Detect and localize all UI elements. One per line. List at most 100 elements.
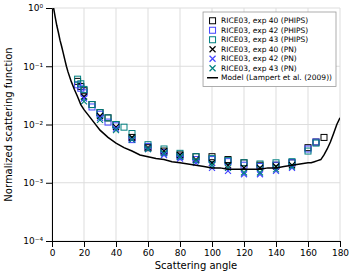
point bbox=[305, 148, 311, 154]
grid bbox=[52, 8, 340, 241]
point bbox=[257, 169, 263, 175]
point bbox=[145, 146, 151, 152]
tick-mark bbox=[340, 241, 341, 247]
tick-mark bbox=[46, 66, 52, 67]
line bbox=[54, 8, 340, 169]
point bbox=[321, 134, 327, 140]
tick: 140 bbox=[268, 241, 285, 258]
tick: 10⁻¹ bbox=[23, 62, 52, 72]
point bbox=[241, 160, 247, 166]
legend-box bbox=[203, 12, 336, 87]
legend-item: RICE03, exp 40 (PHIPS) bbox=[210, 16, 309, 25]
tick-label: 10⁻⁴ bbox=[23, 236, 43, 246]
point bbox=[105, 115, 111, 121]
legend-symbol bbox=[207, 77, 218, 79]
x-axis: 0 20 40 60 80 100 120 140 160 180 bbox=[50, 241, 350, 258]
tick-mark bbox=[46, 125, 52, 126]
point bbox=[89, 102, 95, 108]
tick-label: 20 bbox=[79, 248, 91, 258]
legend: RICE03, exp 40 (PHIPS)RICE03, exp 42 (PH… bbox=[203, 12, 336, 87]
chart: 0 20 40 60 80 100 120 140 160 180 10⁻⁴ 10⁻³ 10⁻² 10⁻¹… bbox=[0, 0, 350, 273]
legend-item: RICE03, exp 40 (PN) bbox=[210, 45, 297, 54]
tick: 10⁻⁴ bbox=[23, 236, 52, 246]
legend-label: Model (Lampert et al. (2009)) bbox=[221, 73, 332, 82]
axis-line bbox=[46, 9, 53, 242]
legend-symbol bbox=[210, 65, 216, 71]
y-axis-title: Normalized scattering function bbox=[3, 47, 14, 201]
point bbox=[105, 119, 111, 125]
point bbox=[241, 160, 247, 166]
tick-mark bbox=[276, 241, 277, 247]
point bbox=[241, 169, 247, 175]
tick-mark bbox=[46, 241, 52, 242]
tick-mark bbox=[46, 183, 52, 184]
point bbox=[105, 115, 111, 121]
point bbox=[209, 157, 215, 163]
x-axis-title: Scattering angle bbox=[155, 260, 237, 271]
tick-label: 10⁻³ bbox=[23, 178, 43, 188]
series bbox=[75, 82, 319, 170]
tick-mark bbox=[46, 8, 52, 9]
tick: 160 bbox=[300, 241, 317, 258]
tick-label: 80 bbox=[175, 248, 187, 258]
tick-mark bbox=[308, 241, 309, 247]
tick: 10⁻² bbox=[23, 120, 52, 130]
legend-item: Model (Lampert et al. (2009)) bbox=[207, 73, 332, 82]
legend-symbol bbox=[210, 46, 216, 52]
point bbox=[81, 98, 87, 104]
legend-label: RICE03, exp 40 (PN) bbox=[221, 45, 297, 54]
tick-mark bbox=[116, 241, 117, 247]
legend-label: RICE03, exp 42 (PN) bbox=[221, 54, 297, 63]
tick-label: 40 bbox=[111, 248, 123, 258]
tick: 80 bbox=[175, 241, 187, 258]
y-axis: 10⁻⁴ 10⁻³ 10⁻² 10⁻¹ 10⁰ bbox=[23, 3, 52, 246]
legend-symbol bbox=[210, 18, 216, 24]
legend-label: RICE03, exp 40 (PHIPS) bbox=[221, 16, 308, 25]
tick: 60 bbox=[143, 241, 155, 258]
tick-label: 60 bbox=[143, 248, 155, 258]
point bbox=[313, 140, 319, 146]
point bbox=[113, 127, 119, 133]
legend-item: RICE03, exp 42 (PN) bbox=[210, 54, 297, 63]
tick: 10⁻³ bbox=[23, 178, 52, 188]
tick-mark bbox=[244, 241, 245, 247]
tick-label: 160 bbox=[300, 248, 317, 258]
point bbox=[97, 117, 103, 123]
tick: 40 bbox=[111, 241, 123, 258]
tick-mark bbox=[148, 241, 149, 247]
tick-label: 0 bbox=[50, 248, 56, 258]
legend-symbol bbox=[210, 27, 216, 33]
series bbox=[75, 78, 327, 168]
legend-item: RICE03, exp 43 (PHIPS) bbox=[210, 35, 309, 44]
point bbox=[161, 150, 167, 156]
point bbox=[305, 146, 311, 152]
point bbox=[129, 137, 135, 143]
point bbox=[89, 102, 95, 108]
series bbox=[81, 95, 295, 177]
tick: 20 bbox=[79, 241, 91, 258]
point bbox=[193, 157, 199, 163]
tick-mark bbox=[212, 241, 213, 247]
series bbox=[81, 94, 295, 171]
tick-label: 10⁰ bbox=[28, 3, 43, 13]
legend-symbol bbox=[210, 56, 216, 62]
legend-label: RICE03, exp 43 (PN) bbox=[221, 64, 297, 73]
point bbox=[145, 146, 151, 152]
series bbox=[75, 76, 319, 167]
series bbox=[54, 8, 340, 169]
point bbox=[81, 86, 87, 92]
grid-line bbox=[52, 182, 340, 183]
tick-label: 10⁻² bbox=[23, 120, 43, 130]
legend-item: RICE03, exp 42 (PHIPS) bbox=[210, 26, 309, 35]
tick: 180 bbox=[332, 241, 349, 258]
tick-label: 140 bbox=[268, 248, 285, 258]
point bbox=[89, 104, 95, 110]
point bbox=[78, 81, 84, 87]
point bbox=[193, 158, 199, 164]
tick-mark bbox=[180, 241, 181, 247]
tick-label: 120 bbox=[236, 248, 253, 258]
tick: 100 bbox=[204, 241, 221, 258]
point bbox=[177, 154, 183, 160]
tick-label: 180 bbox=[332, 248, 349, 258]
legend-item: RICE03, exp 43 (PN) bbox=[210, 64, 297, 73]
